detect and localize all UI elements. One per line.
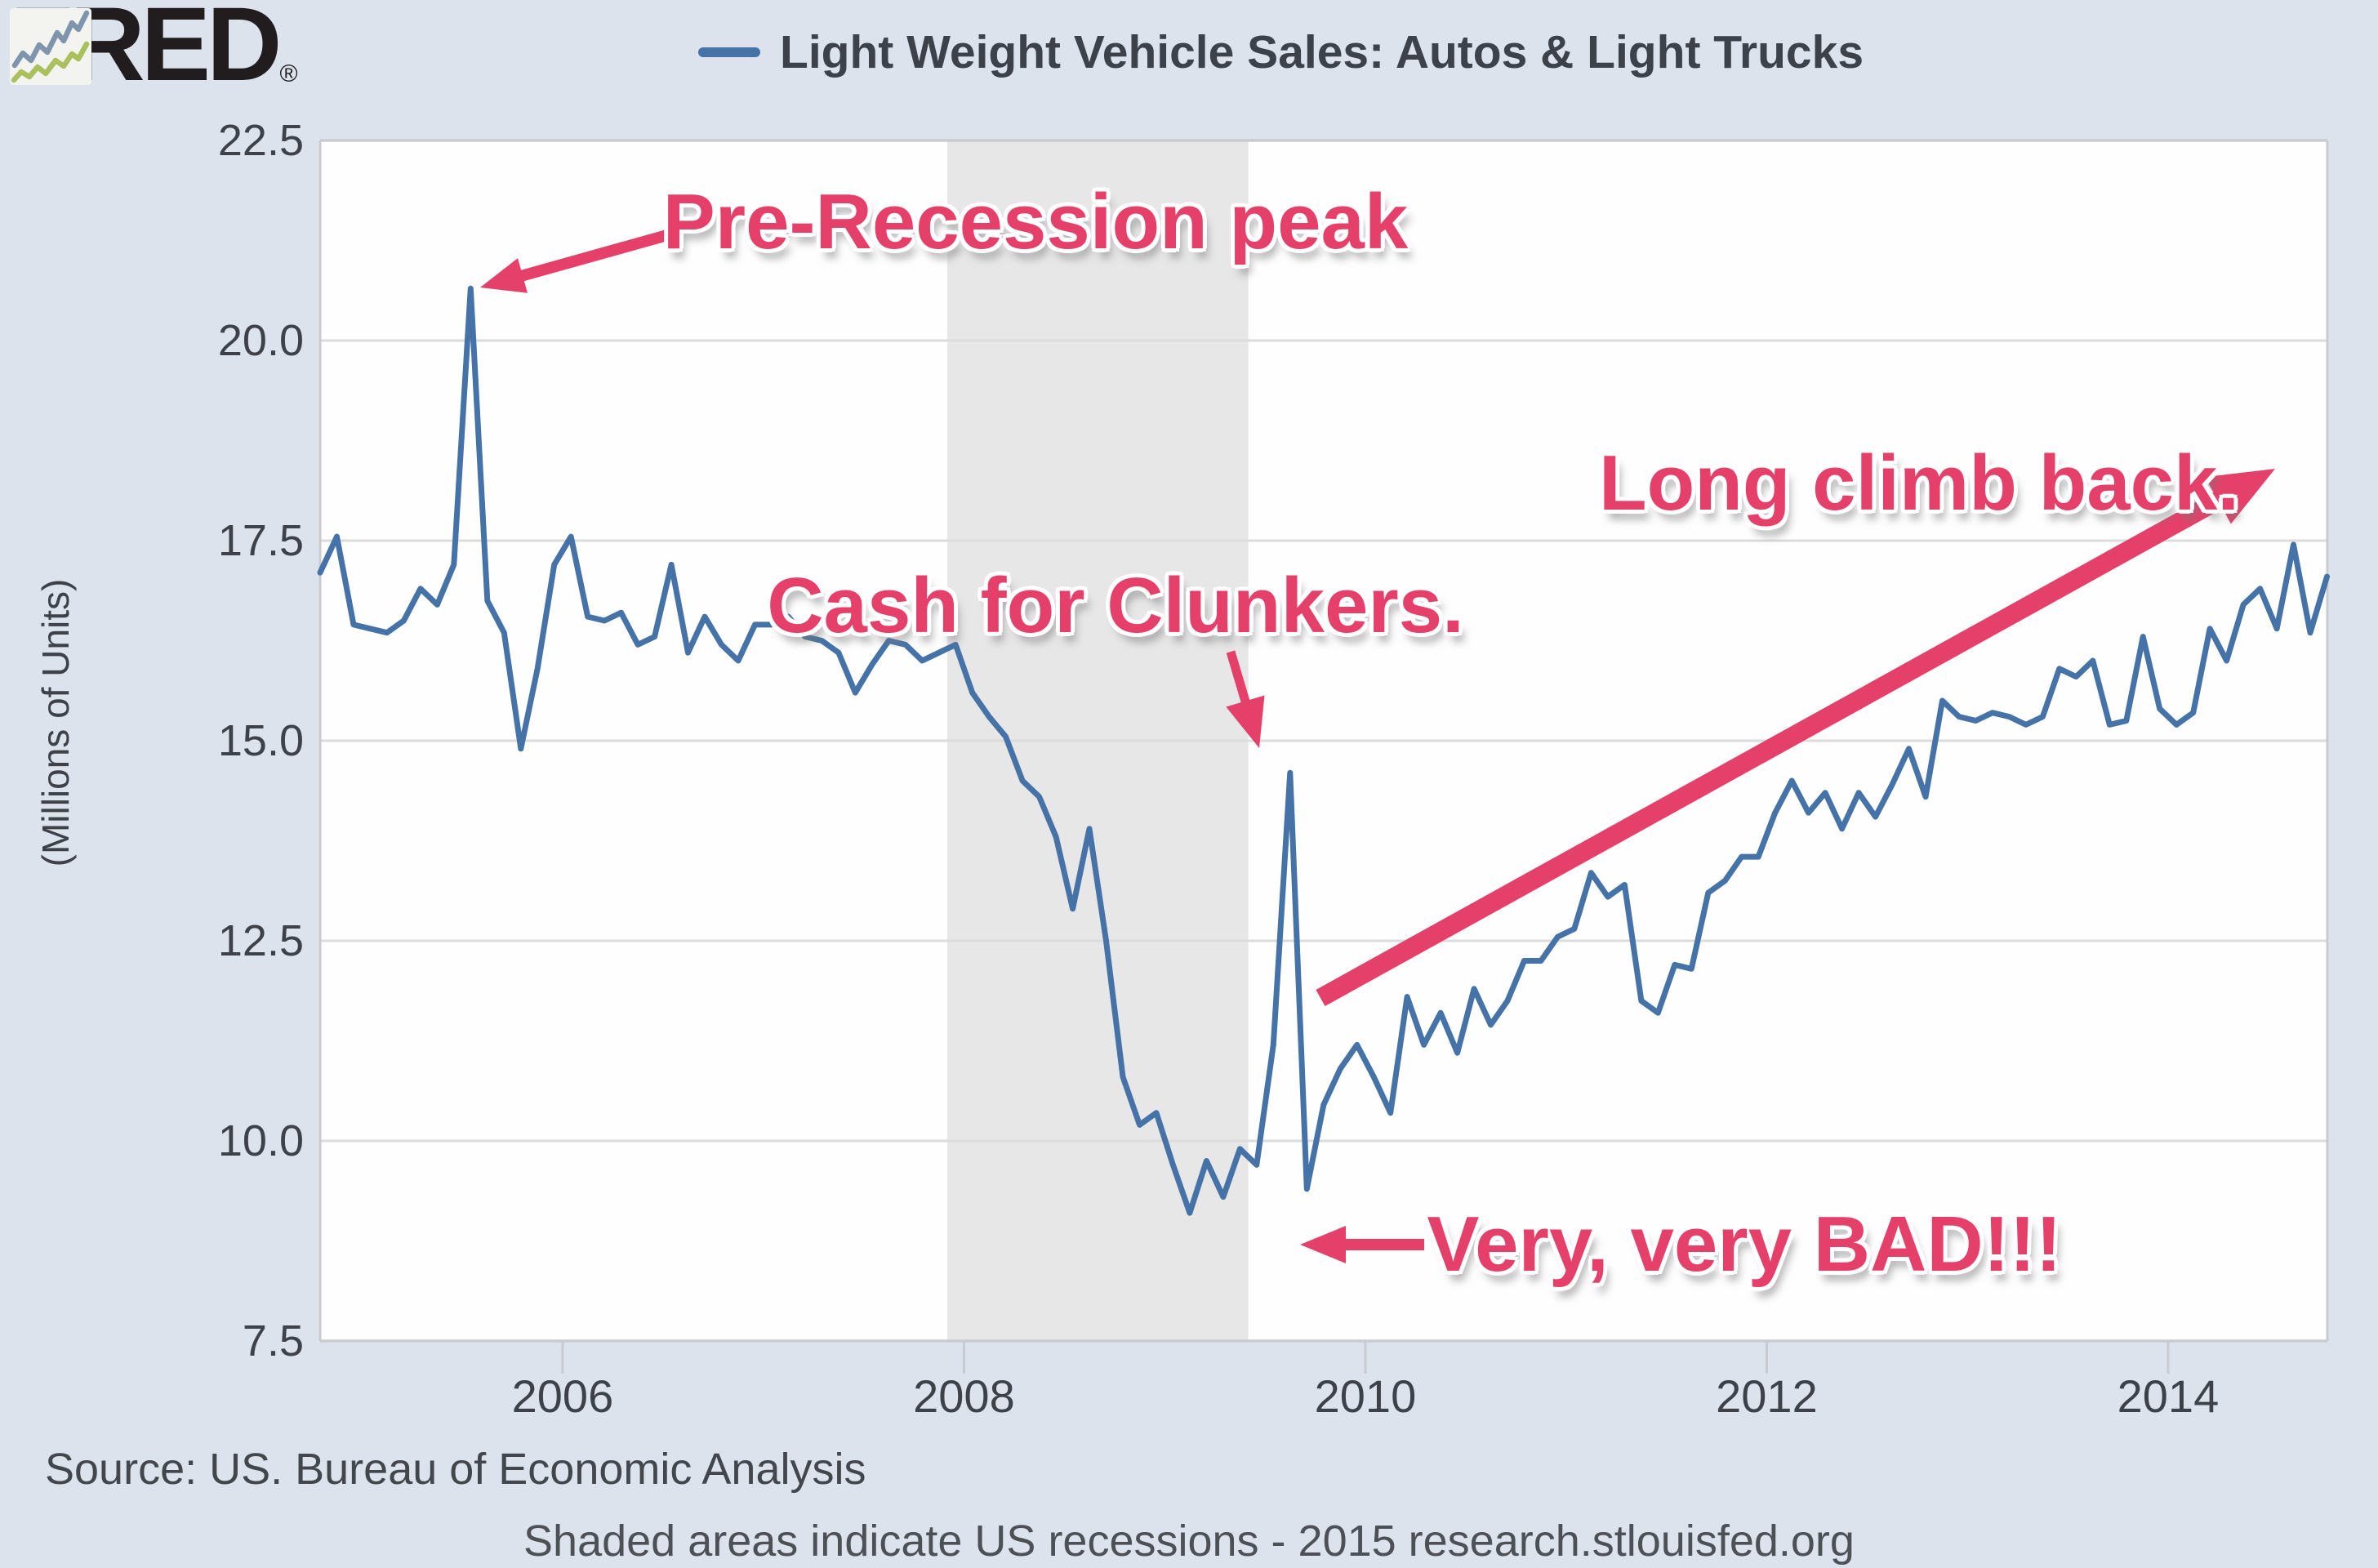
annotation-arrow-head bbox=[1226, 695, 1265, 748]
y-tick-label: 12.5 bbox=[217, 916, 304, 965]
x-tick-label: 2006 bbox=[511, 1370, 614, 1422]
annotation-arrow-shaft bbox=[1316, 490, 2226, 1007]
fred-sparkline-icon bbox=[10, 8, 91, 85]
annotation-arrow-shaft bbox=[1226, 650, 1251, 706]
source-note: Source: US. Bureau of Economic Analysis bbox=[45, 1445, 866, 1494]
y-tick-label: 17.5 bbox=[217, 516, 304, 565]
fred-logo: FRED ® bbox=[10, 0, 305, 97]
y-tick-label: 22.5 bbox=[217, 116, 304, 165]
y-axis-title: (Millions of Units) bbox=[34, 578, 77, 867]
x-tick-label: 2012 bbox=[1716, 1370, 1818, 1422]
legend-line-swatch bbox=[698, 47, 760, 57]
annotation-cash-for-clunkers: Cash for Clunkers. bbox=[767, 562, 1464, 649]
annotation-arrow-head bbox=[1300, 1226, 1346, 1263]
annotation-arrow-head bbox=[2205, 469, 2275, 524]
annotation-very-very-bad: Very, very BAD!!! bbox=[1427, 1200, 2062, 1288]
x-tick-label: 2014 bbox=[2117, 1370, 2220, 1422]
y-tick-label: 10.0 bbox=[217, 1116, 304, 1165]
annotation-arrow-head bbox=[480, 258, 528, 293]
x-tick-label: 2010 bbox=[1314, 1370, 1417, 1422]
y-tick-label: 15.0 bbox=[217, 716, 304, 765]
annotation-pre-recession-peak: Pre-Recession peak bbox=[662, 178, 1409, 265]
y-tick-label: 20.0 bbox=[217, 316, 304, 365]
annotation-arrow-shaft bbox=[518, 228, 675, 283]
annotation-long-climb-back: Long climb back. bbox=[1598, 439, 2240, 527]
registered-trademark-icon: ® bbox=[279, 60, 298, 87]
legend: Light Weight Vehicle Sales: Autos & Ligh… bbox=[698, 23, 1864, 82]
sales-data-line bbox=[317, 285, 2330, 1216]
legend-label: Light Weight Vehicle Sales: Autos & Ligh… bbox=[780, 26, 1864, 78]
recession-footnote: Shaded areas indicate US recessions - 20… bbox=[523, 1517, 1855, 1566]
x-tick-label: 2008 bbox=[913, 1370, 1015, 1422]
y-tick-label: 7.5 bbox=[242, 1316, 304, 1365]
